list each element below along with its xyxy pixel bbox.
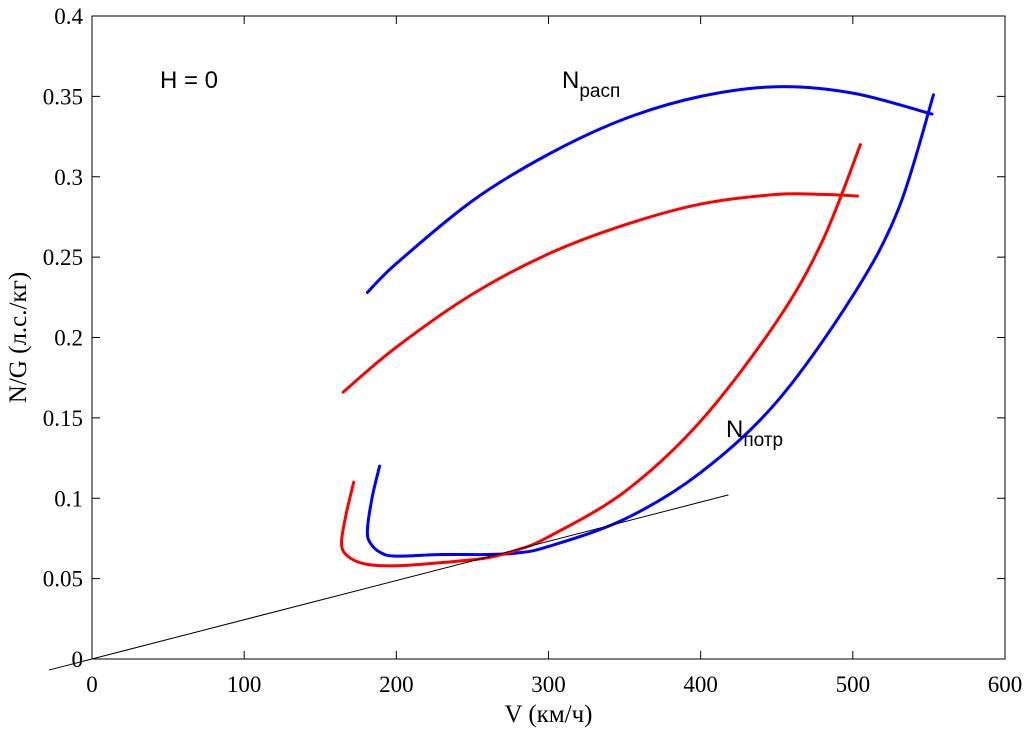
series-n-потр-red bbox=[340, 143, 862, 568]
y-tick-label: 0.4 bbox=[54, 4, 83, 29]
series-n-потр-blue bbox=[365, 93, 935, 558]
altitude-label: H = 0 bbox=[160, 67, 218, 94]
x-axis-label: V (км/ч) bbox=[505, 701, 593, 728]
n-available-label: Nрасп bbox=[562, 67, 620, 102]
x-tick-label: 600 bbox=[988, 672, 1023, 697]
y-tick-label: 0.35 bbox=[43, 84, 83, 109]
series-group bbox=[48, 85, 935, 671]
y-tick-label: 0.05 bbox=[43, 567, 83, 592]
y-tick-label: 0.2 bbox=[54, 326, 83, 351]
series-tangent-line bbox=[48, 494, 729, 671]
y-tick-label: 0.1 bbox=[54, 486, 83, 511]
x-tick-label: 100 bbox=[227, 672, 262, 697]
y-tick-label: 0.25 bbox=[43, 245, 83, 270]
y-axis-label: N/G (л.с./кг) bbox=[5, 272, 32, 403]
y-tick-label: 0.15 bbox=[43, 406, 83, 431]
series-n-расп-red bbox=[341, 192, 859, 394]
series-n-расп-blue bbox=[365, 85, 934, 294]
x-tick-label: 200 bbox=[379, 672, 414, 697]
y-tick-label: 0 bbox=[72, 647, 84, 672]
x-tick-label: 0 bbox=[86, 672, 98, 697]
plot-frame bbox=[91, 15, 1006, 660]
annotations: H = 0 Nрасп Nпотр bbox=[160, 67, 783, 451]
x-tick-label: 400 bbox=[683, 672, 718, 697]
y-tick-label: 0.3 bbox=[54, 165, 83, 190]
axes: 0 100 200 300 400 500 600 0 0.05 0.1 0.15 0.2 0.25 0.… bbox=[5, 4, 1022, 728]
x-tick-label: 500 bbox=[836, 672, 871, 697]
n-required-label: Nпотр bbox=[726, 416, 783, 451]
x-tick-label: 300 bbox=[531, 672, 566, 697]
